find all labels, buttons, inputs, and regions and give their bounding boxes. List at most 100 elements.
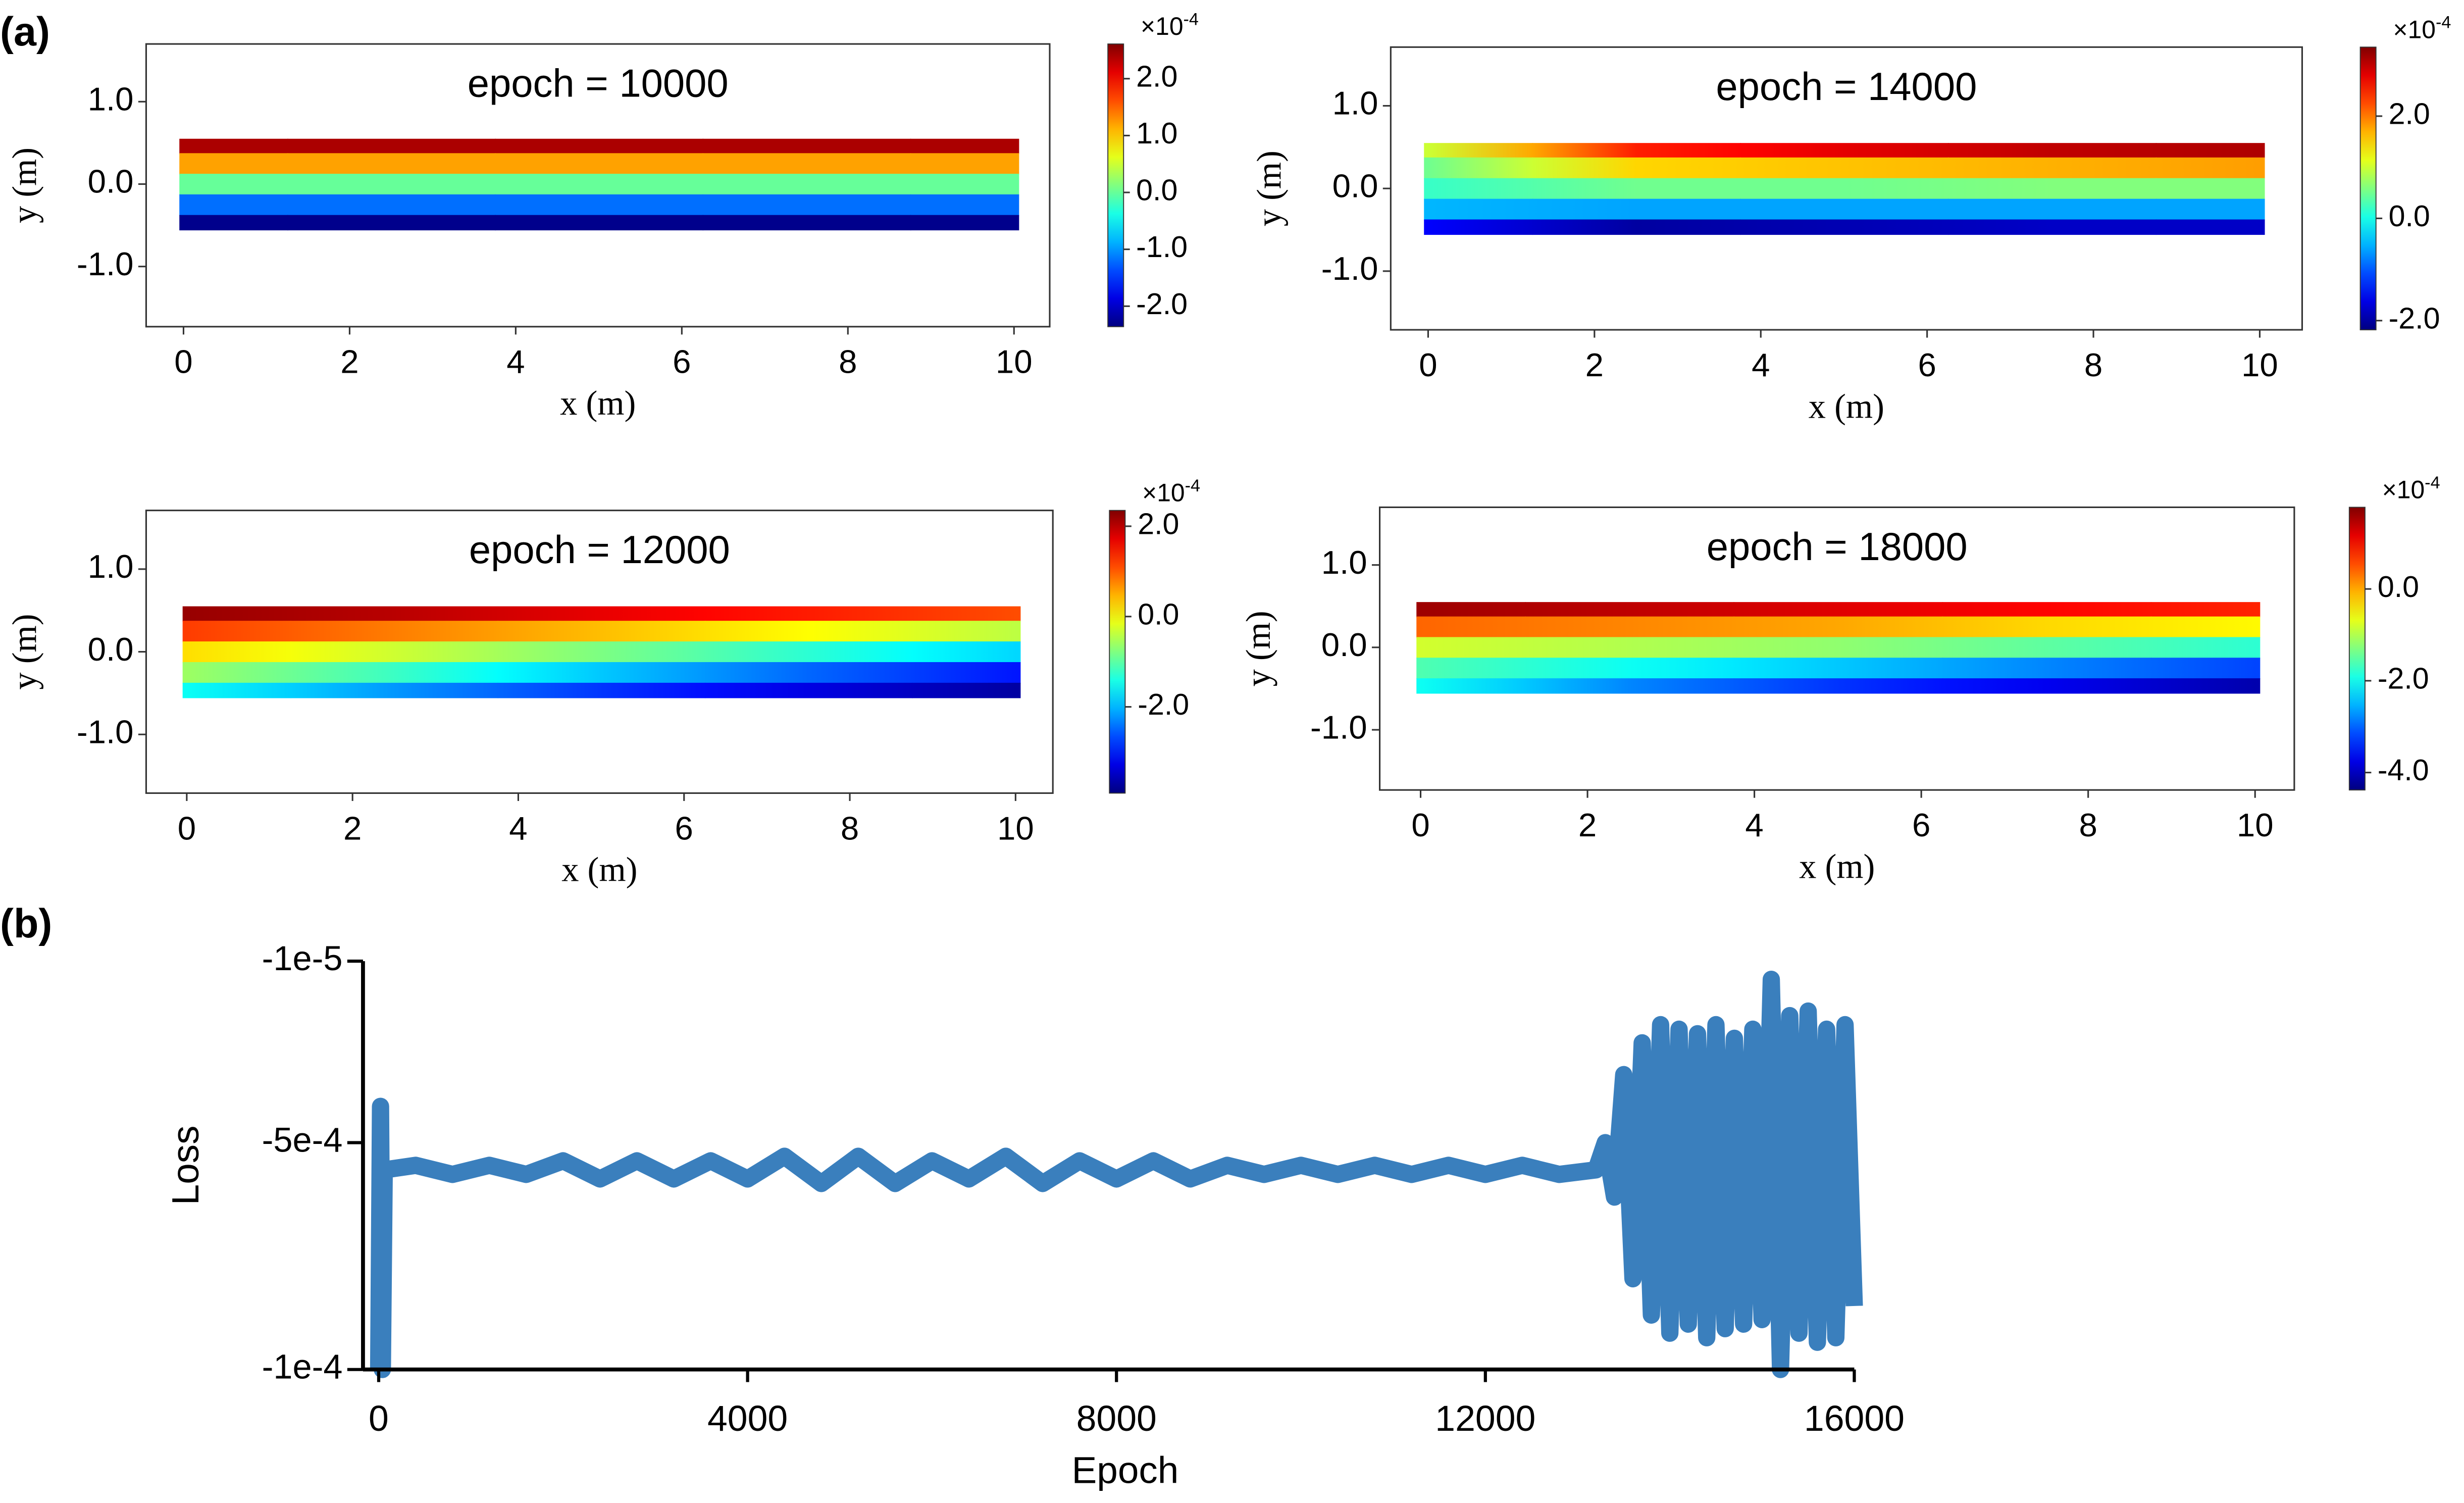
y-tick-label: -1.0 xyxy=(77,713,134,750)
x-tick-label: 12000 xyxy=(1435,1398,1535,1439)
field-cell xyxy=(912,641,1021,663)
field-cell xyxy=(912,606,1021,622)
field-cell xyxy=(290,621,499,642)
chart-title: epoch = 10000 xyxy=(468,62,729,106)
x-tick-label: 0 xyxy=(1411,807,1429,843)
field-cell xyxy=(179,138,288,155)
colorbar xyxy=(2348,507,2366,791)
field-cell xyxy=(910,138,1019,155)
field-cell xyxy=(1942,658,2152,679)
field-cell xyxy=(182,682,291,698)
chart-title: epoch = 12000 xyxy=(469,528,730,572)
field-cell xyxy=(287,215,496,231)
colorbar-label: ×10 xyxy=(1142,479,1185,507)
x-tick-label: 6 xyxy=(675,810,693,846)
field-cell xyxy=(287,174,496,195)
field-cell xyxy=(1947,219,2157,235)
field-cell xyxy=(2155,178,2265,200)
x-tick-label: 0 xyxy=(174,343,192,380)
field-cell xyxy=(702,194,911,216)
field-cell xyxy=(497,606,706,622)
field-cell xyxy=(1532,178,1741,200)
y-axis-label: y (m) xyxy=(6,614,44,689)
colorbar-tick-label: -2.0 xyxy=(2378,662,2429,695)
field-cell xyxy=(912,682,1021,698)
y-tick-label: -5e-4 xyxy=(262,1121,343,1160)
chart-title: epoch = 14000 xyxy=(1716,65,1977,109)
field-cell xyxy=(1525,678,1735,694)
field-cell xyxy=(497,641,706,663)
field-cell xyxy=(912,621,1021,642)
field-cell xyxy=(1525,616,1735,638)
chart-title: epoch = 18000 xyxy=(1707,525,1968,569)
x-tick-label: 10 xyxy=(2237,807,2274,843)
field-cell xyxy=(495,174,704,195)
field-cell xyxy=(495,153,704,175)
field-cell xyxy=(287,138,496,155)
x-tick-label: 0 xyxy=(178,810,196,846)
field-cell xyxy=(1942,637,2152,659)
field-cell xyxy=(704,641,913,663)
field-cell xyxy=(497,621,706,642)
x-tick-label: 4 xyxy=(1745,807,1763,843)
x-axis-label: Epoch xyxy=(1071,1449,1178,1491)
field-cell xyxy=(2155,219,2265,235)
field-cell xyxy=(287,153,496,175)
y-tick-label: 1.0 xyxy=(88,81,134,118)
field-cell xyxy=(1532,157,1741,179)
field-cell xyxy=(287,194,496,216)
field-cell xyxy=(1733,678,1943,694)
field-cell xyxy=(2150,637,2261,659)
field-cell xyxy=(497,682,706,698)
y-axis-label: y (m) xyxy=(1239,611,1277,686)
field-cell xyxy=(1733,616,1943,638)
x-tick-label: 0 xyxy=(1419,346,1437,383)
field-cell xyxy=(702,153,911,175)
field-cell xyxy=(1947,198,2157,221)
field-cell xyxy=(1532,143,1741,159)
field-cell xyxy=(1740,178,1949,200)
colorbar-tick-label: 2.0 xyxy=(1138,507,1179,541)
x-tick-label: 10 xyxy=(996,343,1033,380)
field-cell xyxy=(910,153,1019,175)
field-cell xyxy=(182,641,291,663)
field-cell xyxy=(179,194,288,216)
panel-label: (b) xyxy=(0,901,52,946)
colorbar-tick-label: -2.0 xyxy=(2389,301,2440,335)
colorbar-tick-label: -2.0 xyxy=(1136,287,1188,321)
field-cell xyxy=(1942,678,2152,694)
field-cell xyxy=(179,174,288,195)
colorbar-exponent: -4 xyxy=(1184,10,1199,29)
field-cell xyxy=(290,662,499,684)
x-tick-label: 2 xyxy=(1585,346,1604,383)
colorbar xyxy=(1107,43,1124,327)
field-cell xyxy=(1733,637,1943,659)
y-tick-label: 1.0 xyxy=(1332,85,1378,122)
x-tick-label: 16000 xyxy=(1804,1398,1905,1439)
field-cell xyxy=(1416,658,1526,679)
field-cell xyxy=(1733,602,1943,618)
x-tick-label: 2 xyxy=(1578,807,1597,843)
field-cell xyxy=(1740,143,1949,159)
x-tick-label: 4 xyxy=(509,810,527,846)
y-tick-label: -1.0 xyxy=(77,245,134,282)
field-cell xyxy=(1424,178,1533,200)
field-cell xyxy=(1424,198,1533,221)
field-cell xyxy=(1740,157,1949,179)
field-cell xyxy=(1947,157,2157,179)
x-axis-label: x (m) xyxy=(560,384,636,422)
colorbar-label: ×10 xyxy=(2382,475,2425,504)
panel-label: (a) xyxy=(0,9,50,55)
y-tick-label: 0.0 xyxy=(88,631,134,668)
field-cell xyxy=(1947,178,2157,200)
field-cell xyxy=(704,621,913,642)
field-cell xyxy=(1942,602,2152,618)
colorbar-tick-label: 2.0 xyxy=(2389,97,2430,131)
y-axis-label: y (m) xyxy=(1250,151,1289,226)
colorbar-tick-label: 0.0 xyxy=(1138,597,1179,631)
field-cell xyxy=(1416,616,1526,638)
field-cell xyxy=(495,215,704,231)
x-tick-label: 0 xyxy=(369,1398,389,1439)
